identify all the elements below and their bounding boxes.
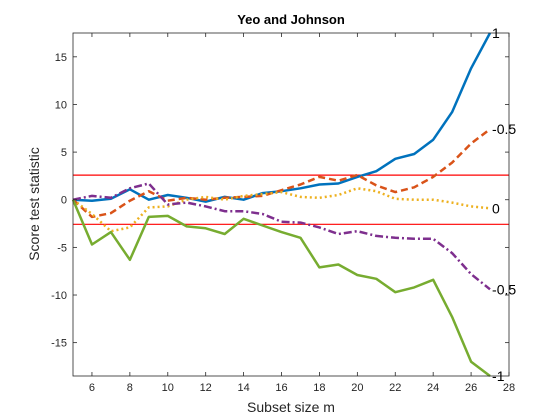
- series-end-label-5: -1: [492, 368, 505, 384]
- y-tick-label: -15: [51, 338, 67, 350]
- plot-frame: [72, 32, 510, 377]
- x-tick-label: 20: [351, 382, 363, 394]
- series-line-5: [71, 199, 491, 377]
- y-axis-title: Score test statistic: [26, 147, 42, 261]
- x-tick-label: 24: [427, 382, 439, 394]
- x-axis-title: Subset size m: [247, 399, 335, 415]
- x-tick-label: 10: [162, 382, 174, 394]
- series-end-label-2: -0.5: [492, 121, 516, 137]
- x-tick-label: 28: [503, 382, 515, 394]
- chart-title: Yeo and Johnson: [237, 12, 345, 27]
- x-tick-label: 26: [465, 382, 477, 394]
- y-tick-label: 15: [55, 52, 67, 64]
- x-tick-label: 12: [200, 382, 212, 394]
- x-tick-label: 8: [127, 382, 133, 394]
- y-axis-ticks: -15 -10 -5 0 5 10 15: [51, 52, 509, 350]
- series-line-3: [72, 187, 491, 233]
- x-tick-label: 16: [275, 382, 287, 394]
- series-lines: [71, 32, 492, 377]
- y-tick-label: 5: [61, 147, 67, 159]
- y-tick-label: -5: [57, 242, 67, 254]
- series-end-label-1: 1: [492, 25, 500, 41]
- x-tick-label: 22: [389, 382, 401, 394]
- x-tick-label: 6: [89, 382, 95, 394]
- x-axis-ticks: 6 8 10 12 14 16 18 20 22 24 26 28: [89, 33, 515, 394]
- y-tick-label: 0: [61, 195, 67, 207]
- y-tick-label: 10: [55, 99, 67, 111]
- x-tick-label: 14: [237, 382, 249, 394]
- x-tick-label: 18: [313, 382, 325, 394]
- series-line-2: [72, 128, 491, 219]
- series-end-label-3: 0: [492, 200, 500, 216]
- series-end-label-4: -0.5: [492, 281, 516, 297]
- series-end-labels: 1 -0.5 0 -0.5 -1: [492, 25, 516, 384]
- plot-background: [73, 33, 509, 376]
- y-tick-label: -10: [51, 290, 67, 302]
